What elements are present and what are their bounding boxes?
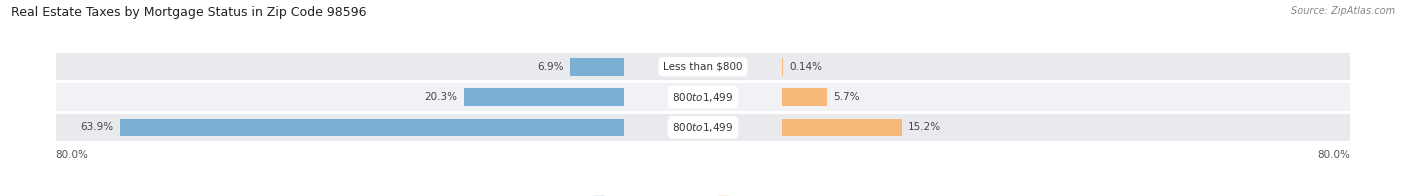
Bar bbox=[56, 53, 1350, 80]
Text: 6.9%: 6.9% bbox=[537, 62, 564, 72]
Text: 63.9%: 63.9% bbox=[80, 122, 114, 132]
Bar bbox=[569, 58, 624, 75]
Bar bbox=[464, 88, 624, 106]
Legend: Without Mortgage, With Mortgage: Without Mortgage, With Mortgage bbox=[588, 191, 818, 196]
Bar bbox=[56, 114, 1350, 141]
Bar bbox=[56, 83, 1350, 111]
Text: Real Estate Taxes by Mortgage Status in Zip Code 98596: Real Estate Taxes by Mortgage Status in … bbox=[11, 6, 367, 19]
Text: $800 to $1,499: $800 to $1,499 bbox=[672, 91, 734, 103]
Text: 20.3%: 20.3% bbox=[425, 92, 458, 102]
Text: 15.2%: 15.2% bbox=[908, 122, 941, 132]
Text: Source: ZipAtlas.com: Source: ZipAtlas.com bbox=[1291, 6, 1395, 16]
Text: 5.7%: 5.7% bbox=[834, 92, 859, 102]
Text: Less than $800: Less than $800 bbox=[664, 62, 742, 72]
Bar bbox=[782, 88, 827, 106]
Bar bbox=[782, 119, 901, 136]
Text: 0.14%: 0.14% bbox=[789, 62, 823, 72]
Bar bbox=[120, 119, 624, 136]
Text: $800 to $1,499: $800 to $1,499 bbox=[672, 121, 734, 134]
